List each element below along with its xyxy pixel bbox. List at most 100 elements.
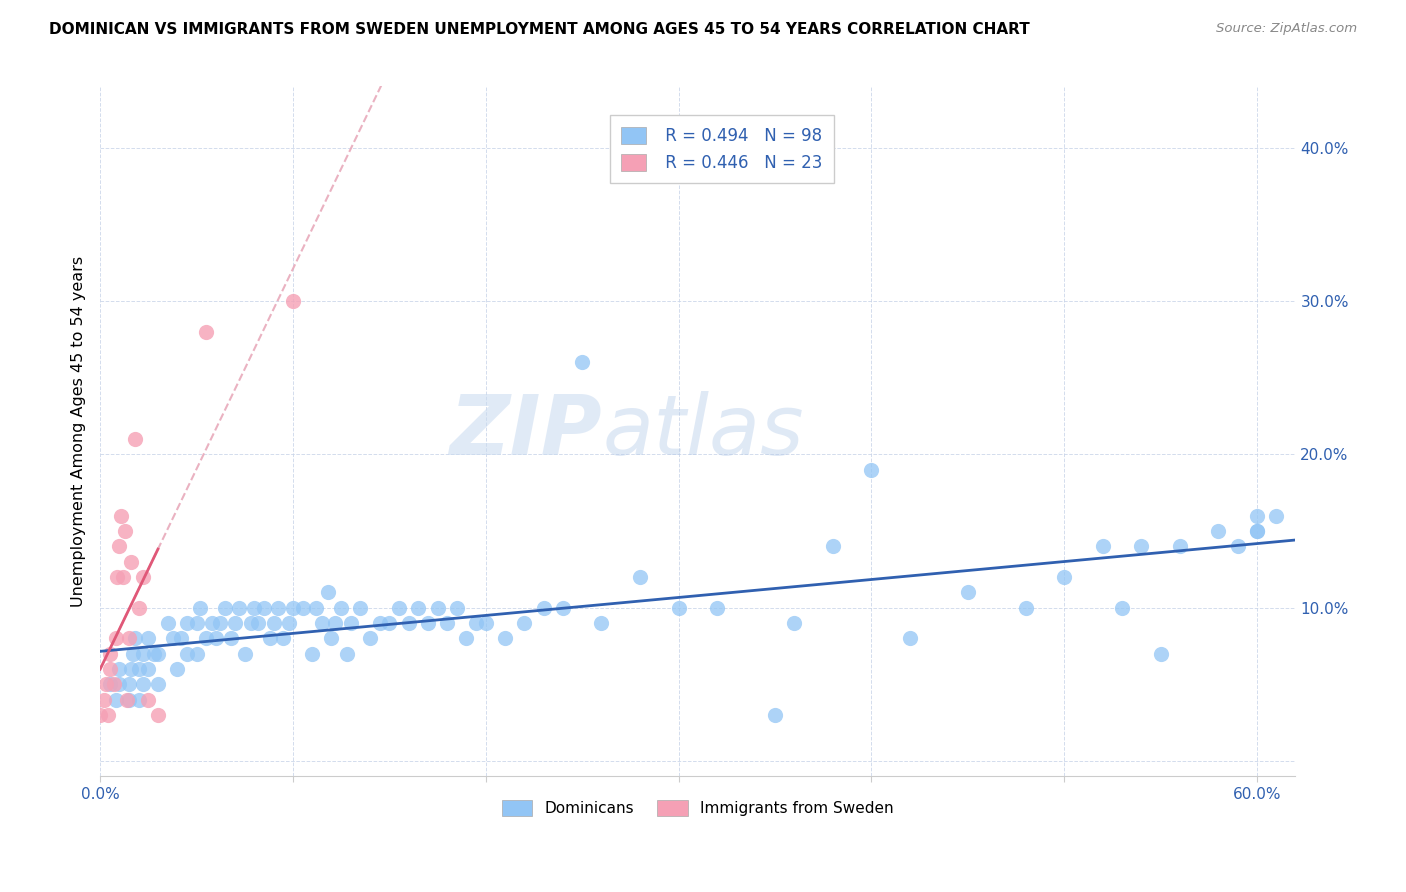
Point [783,615,806,630]
Point [1091,539,1114,553]
Point [860,462,883,476]
Point [1130,539,1153,553]
Point [136,662,159,676]
Point [368,615,391,630]
Point [339,615,361,630]
Point [266,600,288,615]
Point [456,631,478,645]
Point [195,325,218,339]
Point [104,631,127,645]
Point [243,600,266,615]
Point [128,692,150,706]
Point [124,631,146,645]
Point [162,631,184,645]
Point [301,647,323,661]
Point [821,539,844,553]
Point [195,631,218,645]
Point [551,600,574,615]
Point [233,647,256,661]
Point [131,647,153,661]
Point [259,631,281,645]
Point [474,615,496,630]
Point [446,600,468,615]
Point [204,631,226,645]
Point [239,615,262,630]
Point [97,707,120,722]
Point [122,647,145,661]
Point [128,662,150,676]
Point [93,692,115,706]
Point [465,615,488,630]
Legend: Dominicans, Immigrants from Sweden: Dominicans, Immigrants from Sweden [495,792,901,823]
Point [291,600,314,615]
Point [1053,570,1076,584]
Point [170,631,193,645]
Point [118,677,141,691]
Point [763,707,786,722]
Point [330,600,353,615]
Point [436,615,458,630]
Point [120,555,142,569]
Point [1226,539,1249,553]
Point [98,647,121,661]
Point [1246,524,1268,538]
Point [108,662,131,676]
Point [398,615,420,630]
Point [136,692,159,706]
Point [281,293,304,308]
Point [591,615,613,630]
Point [98,662,121,676]
Point [1111,600,1133,615]
Point [513,615,536,630]
Point [1149,647,1171,661]
Point [108,539,131,553]
Point [228,600,250,615]
Point [124,432,146,446]
Point [416,615,439,630]
Point [1246,524,1268,538]
Point [128,600,150,615]
Point [1168,539,1191,553]
Text: ZIP: ZIP [450,391,602,472]
Point [120,662,142,676]
Point [143,647,166,661]
Point [378,615,401,630]
Point [247,615,270,630]
Point [118,692,141,706]
Point [311,615,333,630]
Point [107,570,129,584]
Point [108,677,131,691]
Y-axis label: Unemployment Among Ages 45 to 54 years: Unemployment Among Ages 45 to 54 years [72,256,86,607]
Point [176,647,198,661]
Point [706,600,728,615]
Point [898,631,921,645]
Point [131,677,153,691]
Point [571,355,593,369]
Point [214,600,236,615]
Point [98,677,121,691]
Point [118,631,141,645]
Point [336,647,359,661]
Point [103,677,125,691]
Point [359,631,381,645]
Point [321,631,343,645]
Point [131,570,153,584]
Text: atlas: atlas [602,391,804,472]
Point [94,677,117,691]
Point [136,631,159,645]
Point [190,600,212,615]
Point [110,508,132,523]
Point [388,600,411,615]
Point [114,524,136,538]
Point [1246,508,1268,523]
Point [104,692,127,706]
Text: DOMINICAN VS IMMIGRANTS FROM SWEDEN UNEMPLOYMENT AMONG AGES 45 TO 54 YEARS CORRE: DOMINICAN VS IMMIGRANTS FROM SWEDEN UNEM… [49,22,1031,37]
Point [176,615,198,630]
Text: Source: ZipAtlas.com: Source: ZipAtlas.com [1216,22,1357,36]
Point [224,615,246,630]
Point [533,600,555,615]
Point [263,615,285,630]
Point [201,615,224,630]
Point [1014,600,1036,615]
Point [316,585,339,599]
